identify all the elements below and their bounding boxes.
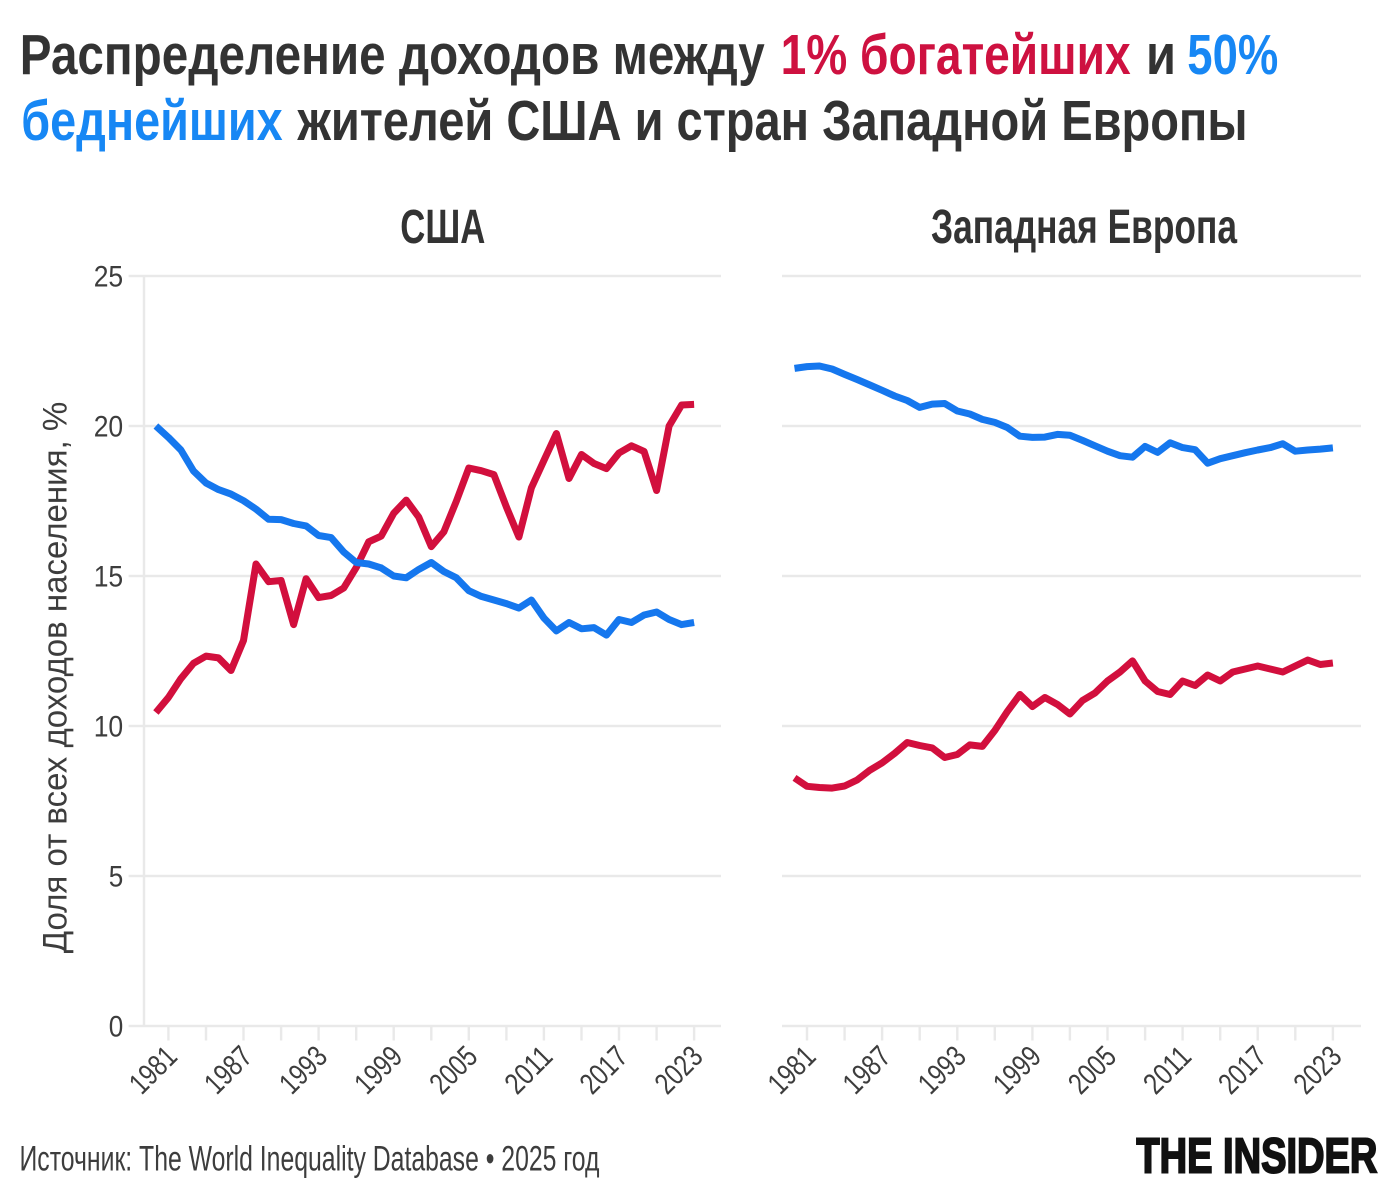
svg-text:5: 5 (109, 861, 124, 894)
svg-text:15: 15 (94, 561, 124, 594)
svg-text:и: и (1146, 23, 1176, 87)
svg-text:Западная Европа: Западная Европа (931, 201, 1237, 254)
svg-text:25: 25 (94, 261, 124, 294)
svg-text:1% богатейших: 1% богатейших (781, 23, 1131, 87)
svg-text:0: 0 (109, 1011, 124, 1044)
svg-text:Источник: The World Inequality: Источник: The World Inequality Database … (20, 1140, 600, 1179)
svg-text:жителей США и стран Западной Е: жителей США и стран Западной Европы (297, 89, 1248, 153)
svg-text:Распределение доходов между: Распределение доходов между (20, 23, 765, 87)
svg-text:50%: 50% (1187, 23, 1278, 87)
svg-text:США: США (400, 201, 485, 254)
svg-text:Доля от всех доходов населения: Доля от всех доходов населения, % (37, 402, 75, 954)
svg-text:THE INSIDER: THE INSIDER (1136, 1130, 1377, 1184)
svg-text:беднейших: беднейших (21, 89, 283, 153)
svg-text:20: 20 (94, 411, 124, 444)
svg-text:10: 10 (94, 711, 124, 744)
